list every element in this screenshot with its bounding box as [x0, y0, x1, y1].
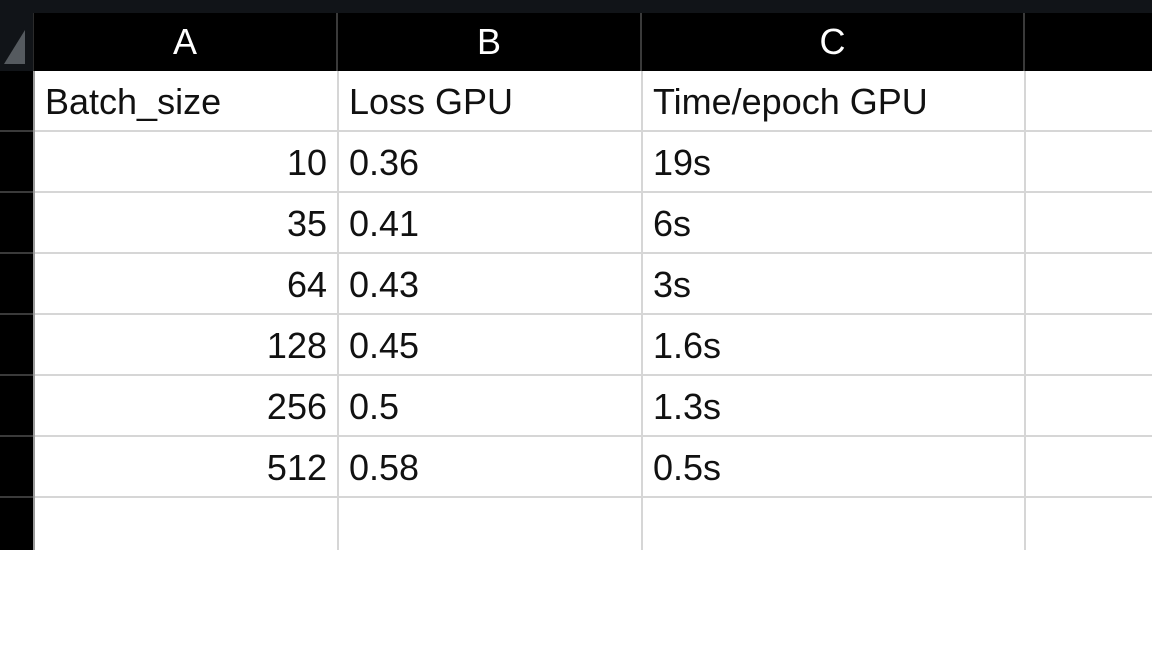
row-header[interactable]	[0, 376, 33, 437]
cell-c1[interactable]: Time/epoch GPU	[643, 71, 1026, 132]
table-row: 256 0.5 1.3s	[35, 376, 1152, 437]
cell-b4[interactable]: 0.43	[339, 254, 643, 315]
column-header-c[interactable]: C	[642, 13, 1025, 71]
cell-c8[interactable]	[643, 498, 1026, 550]
cell-a7[interactable]: 512	[35, 437, 339, 498]
cell-a1[interactable]: Batch_size	[35, 71, 339, 132]
select-all-triangle-icon	[4, 30, 25, 64]
table-row: 64 0.43 3s	[35, 254, 1152, 315]
table-row: 10 0.36 19s	[35, 132, 1152, 193]
cell-d4[interactable]	[1026, 254, 1152, 315]
cell-a3[interactable]: 35	[35, 193, 339, 254]
cell-d8[interactable]	[1026, 498, 1152, 550]
cell-a5[interactable]: 128	[35, 315, 339, 376]
cell-b5[interactable]: 0.45	[339, 315, 643, 376]
row-header[interactable]	[0, 193, 33, 254]
cell-a2[interactable]: 10	[35, 132, 339, 193]
cell-b6[interactable]: 0.5	[339, 376, 643, 437]
table-row: 35 0.41 6s	[35, 193, 1152, 254]
row-header[interactable]	[0, 437, 33, 498]
column-header-d[interactable]	[1025, 13, 1152, 71]
cell-c5[interactable]: 1.6s	[643, 315, 1026, 376]
table-row: Batch_size Loss GPU Time/epoch GPU	[35, 71, 1152, 132]
cell-d6[interactable]	[1026, 376, 1152, 437]
cell-d5[interactable]	[1026, 315, 1152, 376]
toolbar-strip	[0, 0, 1152, 13]
cell-a4[interactable]: 64	[35, 254, 339, 315]
row-header[interactable]	[0, 254, 33, 315]
cell-d1[interactable]	[1026, 71, 1152, 132]
row-header[interactable]	[0, 132, 33, 193]
column-headers: A B C	[34, 13, 1152, 71]
row-header[interactable]	[0, 71, 33, 132]
column-header-b[interactable]: B	[338, 13, 642, 71]
cell-b7[interactable]: 0.58	[339, 437, 643, 498]
cell-d3[interactable]	[1026, 193, 1152, 254]
cell-a6[interactable]: 256	[35, 376, 339, 437]
cell-c4[interactable]: 3s	[643, 254, 1026, 315]
cell-b1[interactable]: Loss GPU	[339, 71, 643, 132]
cell-d7[interactable]	[1026, 437, 1152, 498]
cell-b2[interactable]: 0.36	[339, 132, 643, 193]
spreadsheet: A B C Batch_size Loss GPU Time/epoch GPU…	[0, 0, 1152, 550]
row-header[interactable]	[0, 315, 33, 376]
row-header[interactable]	[0, 498, 33, 550]
cell-c7[interactable]: 0.5s	[643, 437, 1026, 498]
row-headers	[0, 71, 35, 550]
cell-c3[interactable]: 6s	[643, 193, 1026, 254]
cell-b8[interactable]	[339, 498, 643, 550]
cell-c6[interactable]: 1.3s	[643, 376, 1026, 437]
table-row	[35, 498, 1152, 550]
cell-grid: Batch_size Loss GPU Time/epoch GPU 10 0.…	[35, 71, 1152, 550]
cell-c2[interactable]: 19s	[643, 132, 1026, 193]
cell-d2[interactable]	[1026, 132, 1152, 193]
cell-b3[interactable]: 0.41	[339, 193, 643, 254]
table-row: 128 0.45 1.6s	[35, 315, 1152, 376]
select-all-corner[interactable]	[0, 13, 34, 71]
table-row: 512 0.58 0.5s	[35, 437, 1152, 498]
cell-a8[interactable]	[35, 498, 339, 550]
column-header-a[interactable]: A	[34, 13, 338, 71]
